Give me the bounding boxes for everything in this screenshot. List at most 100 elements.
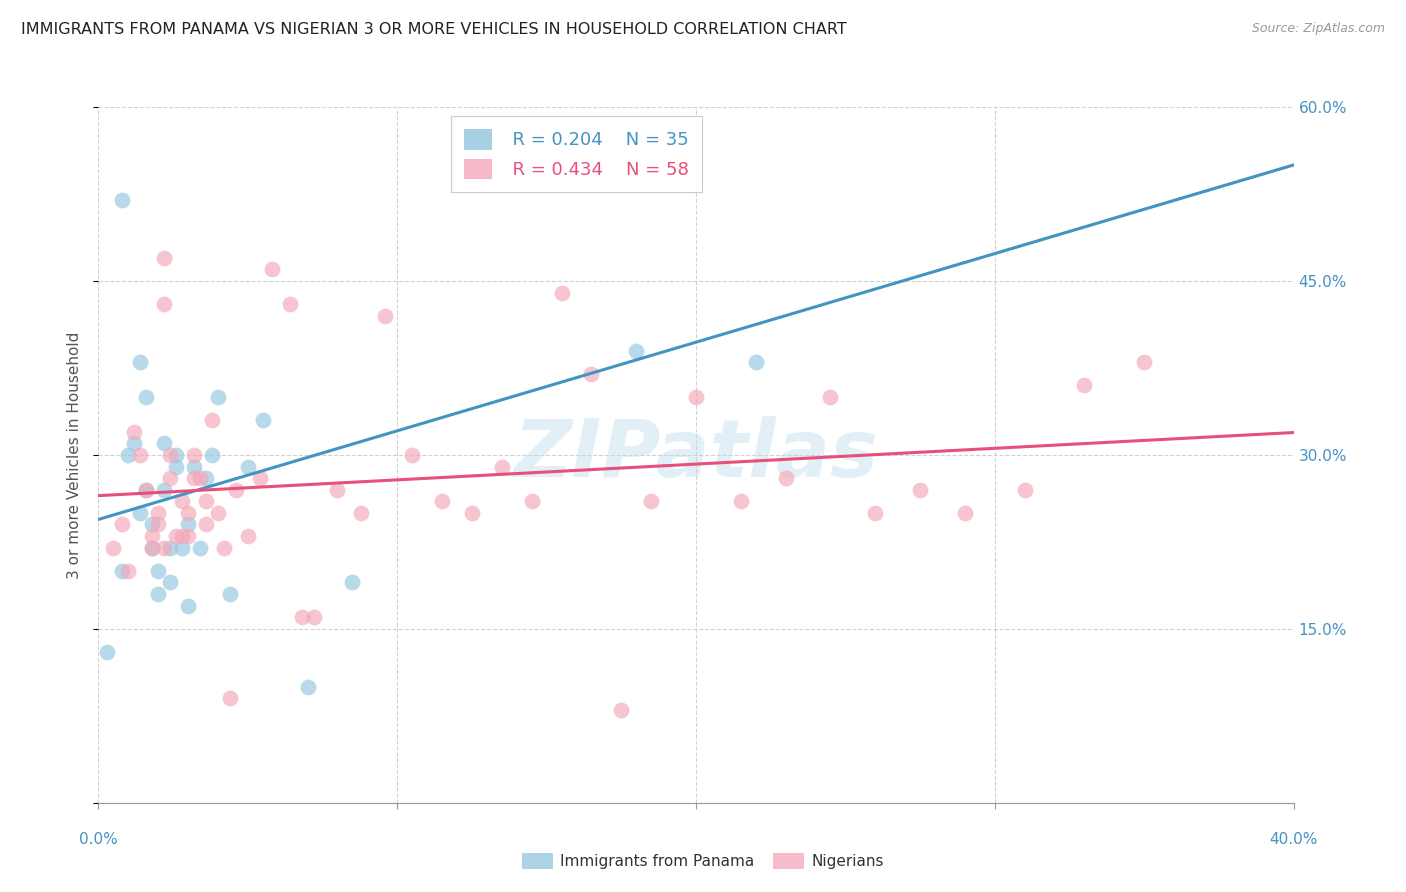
Text: 40.0%: 40.0%	[1270, 832, 1317, 847]
Point	[124, 425, 146, 439]
Point	[219, 587, 242, 601]
Point	[195, 471, 218, 485]
Point	[820, 390, 842, 404]
Point	[117, 448, 139, 462]
Point	[141, 541, 163, 555]
Point	[195, 494, 218, 508]
Point	[135, 483, 157, 497]
Point	[165, 448, 187, 462]
Point	[148, 564, 170, 578]
Point	[219, 691, 242, 706]
Point	[183, 459, 205, 474]
Point	[188, 541, 211, 555]
Point	[177, 529, 200, 543]
Point	[1073, 378, 1095, 392]
Point	[141, 541, 163, 555]
Point	[96, 645, 118, 659]
Point	[550, 285, 572, 300]
Point	[430, 494, 453, 508]
Point	[520, 494, 543, 508]
Point	[183, 471, 205, 485]
Point	[111, 517, 134, 532]
Point	[475, 123, 498, 137]
Point	[195, 517, 218, 532]
Point	[953, 506, 976, 520]
Point	[153, 297, 176, 311]
Point	[225, 483, 247, 497]
Point	[212, 541, 235, 555]
Text: ZIPatlas: ZIPatlas	[513, 416, 879, 494]
Point	[260, 262, 283, 277]
Point	[159, 471, 181, 485]
Point	[249, 471, 271, 485]
Text: Source: ZipAtlas.com: Source: ZipAtlas.com	[1251, 22, 1385, 36]
Point	[177, 517, 200, 532]
Point	[350, 506, 373, 520]
Point	[252, 413, 274, 427]
Point	[111, 193, 134, 207]
Text: IMMIGRANTS FROM PANAMA VS NIGERIAN 3 OR MORE VEHICLES IN HOUSEHOLD CORRELATION C: IMMIGRANTS FROM PANAMA VS NIGERIAN 3 OR …	[21, 22, 846, 37]
Point	[111, 564, 134, 578]
Point	[342, 575, 364, 590]
Point	[135, 390, 157, 404]
Point	[581, 367, 603, 381]
Point	[745, 355, 768, 369]
Point	[461, 506, 484, 520]
Point	[148, 506, 170, 520]
Point	[153, 541, 176, 555]
Point	[640, 494, 662, 508]
Point	[129, 448, 152, 462]
Point	[201, 448, 224, 462]
Point	[148, 587, 170, 601]
Point	[117, 564, 139, 578]
Point	[183, 448, 205, 462]
Point	[103, 541, 125, 555]
Point	[172, 541, 194, 555]
Point	[207, 506, 229, 520]
Point	[135, 483, 157, 497]
Point	[401, 448, 423, 462]
Point	[491, 459, 513, 474]
Point	[278, 297, 301, 311]
Point	[141, 517, 163, 532]
Point	[165, 529, 187, 543]
Point	[124, 436, 146, 450]
Point	[626, 343, 648, 358]
Point	[177, 506, 200, 520]
Point	[201, 413, 224, 427]
Legend:   R = 0.204    N = 35,   R = 0.434    N = 58: R = 0.204 N = 35, R = 0.434 N = 58	[451, 116, 702, 192]
Point	[236, 459, 259, 474]
Point	[153, 483, 176, 497]
Point	[172, 529, 194, 543]
Point	[610, 703, 633, 717]
Point	[326, 483, 349, 497]
Text: 0.0%: 0.0%	[79, 832, 118, 847]
Point	[148, 517, 170, 532]
Point	[159, 448, 181, 462]
Point	[374, 309, 396, 323]
Point	[129, 506, 152, 520]
Point	[236, 529, 259, 543]
Point	[1133, 355, 1156, 369]
Point	[1014, 483, 1036, 497]
Point	[141, 529, 163, 543]
Point	[172, 494, 194, 508]
Point	[165, 459, 187, 474]
Point	[865, 506, 887, 520]
Point	[302, 610, 325, 624]
Point	[188, 471, 211, 485]
Point	[159, 541, 181, 555]
Point	[129, 355, 152, 369]
Point	[159, 575, 181, 590]
Y-axis label: 3 or more Vehicles in Household: 3 or more Vehicles in Household	[67, 331, 83, 579]
Point	[297, 680, 319, 694]
Legend: Immigrants from Panama, Nigerians: Immigrants from Panama, Nigerians	[516, 847, 890, 875]
Point	[153, 251, 176, 265]
Point	[153, 436, 176, 450]
Point	[177, 599, 200, 613]
Point	[685, 390, 707, 404]
Point	[775, 471, 797, 485]
Point	[730, 494, 752, 508]
Point	[207, 390, 229, 404]
Point	[908, 483, 931, 497]
